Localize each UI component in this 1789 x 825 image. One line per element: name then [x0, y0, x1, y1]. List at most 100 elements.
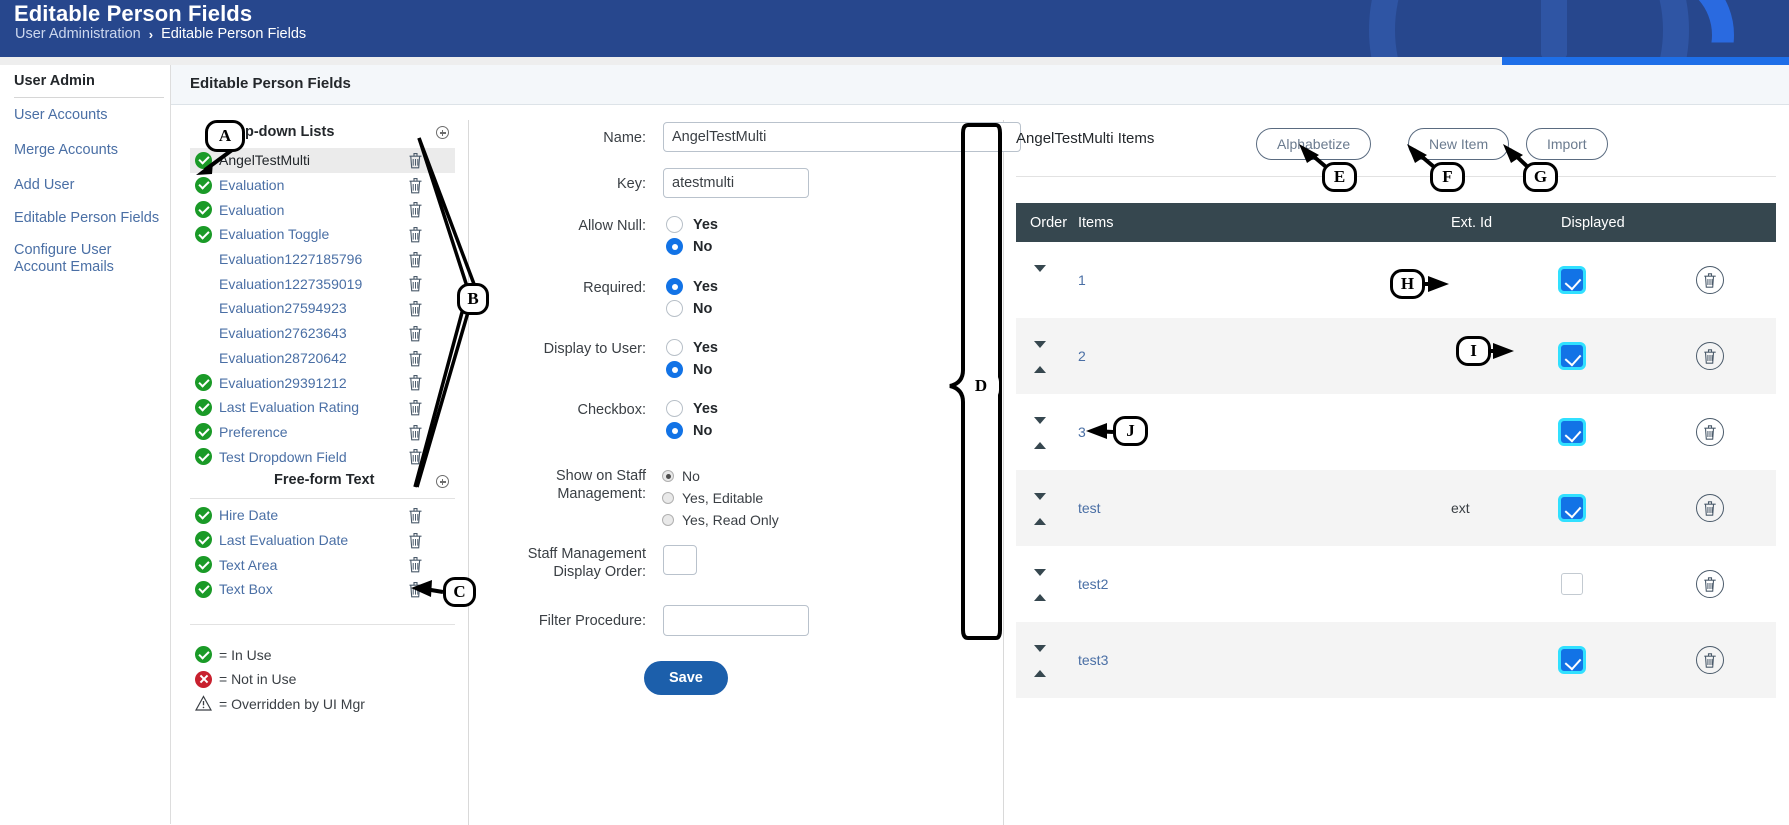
delete-icon[interactable] [408, 448, 423, 465]
displayed-checkbox-checked[interactable] [1561, 649, 1583, 671]
allow-null-yes[interactable]: Yes [666, 216, 718, 233]
delete-icon[interactable] [408, 177, 423, 194]
new-item-button[interactable]: New Item [1408, 128, 1510, 160]
radio-icon-selected [666, 361, 683, 378]
sidebar-item-user-accounts[interactable]: User Accounts [14, 107, 108, 123]
display-to-user-no[interactable]: No [666, 361, 718, 378]
dropdown-list-item[interactable]: Evaluation [190, 197, 455, 222]
dropdown-list-item[interactable]: Preference [190, 420, 455, 445]
freeform-list-item[interactable]: Hire Date [190, 503, 455, 528]
move-down-arrow-icon[interactable] [1034, 417, 1046, 424]
delete-row-icon[interactable] [1696, 266, 1724, 294]
delete-icon[interactable] [408, 325, 423, 342]
move-down-arrow-icon[interactable] [1034, 265, 1046, 272]
dropdown-list-item[interactable]: Evaluation28720642 [190, 346, 455, 371]
delete-icon[interactable] [408, 399, 423, 416]
freeform-list-item[interactable]: Last Evaluation Date [190, 528, 455, 553]
item-name-cell[interactable]: test [1078, 500, 1101, 516]
dropdown-list-item[interactable]: Evaluation29391212 [190, 370, 455, 395]
displayed-checkbox-checked[interactable] [1561, 421, 1583, 443]
display-to-user-yes[interactable]: Yes [666, 339, 718, 356]
delete-icon[interactable] [408, 300, 423, 317]
delete-icon[interactable] [408, 350, 423, 367]
delete-icon[interactable] [408, 226, 423, 243]
name-input[interactable] [663, 122, 1021, 152]
delete-icon[interactable] [408, 507, 423, 524]
freeform-list-item-label: Text Area [219, 556, 278, 573]
dropdown-list-item[interactable]: Evaluation27623643 [190, 321, 455, 346]
filter-procedure-input[interactable] [663, 605, 809, 636]
show-on-staff-yes-readonly[interactable]: Yes, Read Only [662, 512, 779, 528]
show-on-staff-yes-editable[interactable]: Yes, Editable [662, 490, 779, 506]
displayed-checkbox-checked[interactable] [1561, 269, 1583, 291]
delete-icon[interactable] [408, 374, 423, 391]
sort-handle-icon-bottom[interactable] [436, 474, 449, 488]
staff-display-order-row: Staff Management Display Order: [481, 545, 1021, 605]
checkbox-yes[interactable]: Yes [666, 400, 718, 417]
delete-row-icon[interactable] [1696, 494, 1724, 522]
move-up-arrow-icon[interactable] [1034, 594, 1046, 601]
dropdown-list-item-label: Evaluation28720642 [219, 349, 347, 366]
delete-row-icon[interactable] [1696, 646, 1724, 674]
import-button[interactable]: Import [1526, 128, 1608, 160]
callout-g: G [1523, 162, 1558, 192]
sidebar-item-configure-user-account-emails[interactable]: Configure User Account Emails [14, 242, 114, 275]
move-up-arrow-icon[interactable] [1034, 442, 1046, 449]
sidebar-item-add-user[interactable]: Add User [14, 177, 75, 193]
move-down-arrow-icon[interactable] [1034, 645, 1046, 652]
allow-null-no[interactable]: No [666, 238, 718, 255]
displayed-checkbox-unchecked[interactable] [1561, 573, 1583, 595]
delete-row-icon[interactable] [1696, 342, 1724, 370]
dropdown-list-item[interactable]: Evaluation27594923 [190, 296, 455, 321]
dropdown-list-item[interactable]: Evaluation1227185796 [190, 247, 455, 272]
move-down-arrow-icon[interactable] [1034, 341, 1046, 348]
breadcrumb-parent-link[interactable]: User Administration [15, 26, 141, 42]
freeform-list-item[interactable]: Text Area [190, 552, 455, 577]
delete-icon[interactable] [408, 532, 423, 549]
logo-watermark-icon [1369, 0, 1689, 57]
dropdown-list-item[interactable]: Evaluation1227359019 [190, 271, 455, 296]
sidebar-item-editable-person-fields[interactable]: Editable Person Fields [14, 210, 160, 226]
key-input[interactable] [663, 168, 809, 198]
move-down-arrow-icon[interactable] [1034, 493, 1046, 500]
sidebar-item-merge-accounts[interactable]: Merge Accounts [14, 142, 118, 158]
delete-icon[interactable] [408, 581, 423, 598]
delete-row-icon[interactable] [1696, 570, 1724, 598]
dropdown-list-item[interactable]: Last Evaluation Rating [190, 395, 455, 420]
move-up-arrow-icon[interactable] [1034, 670, 1046, 677]
dropdown-list-item[interactable]: Evaluation Toggle [190, 222, 455, 247]
callout-e: E [1322, 162, 1357, 192]
delete-icon[interactable] [408, 275, 423, 292]
displayed-checkbox-checked[interactable] [1561, 497, 1583, 519]
item-name-cell[interactable]: test2 [1078, 576, 1109, 592]
dropdown-list-item[interactable]: AngelTestMulti [190, 148, 455, 173]
item-name-cell[interactable]: 1 [1078, 272, 1086, 288]
delete-icon[interactable] [408, 251, 423, 268]
item-name-cell[interactable]: 3 [1078, 424, 1086, 440]
delete-icon[interactable] [408, 201, 423, 218]
staff-display-order-input[interactable] [663, 545, 697, 575]
required-no[interactable]: No [666, 300, 718, 317]
save-button[interactable]: Save [644, 661, 728, 695]
delete-icon[interactable] [408, 152, 423, 169]
sort-handle-icon-top[interactable] [436, 126, 449, 139]
move-down-arrow-icon[interactable] [1034, 569, 1046, 576]
delete-row-icon[interactable] [1696, 418, 1724, 446]
dropdown-list-item[interactable]: Test Dropdown Field [190, 444, 455, 469]
move-up-arrow-icon[interactable] [1034, 518, 1046, 525]
dropdown-list-item-label: Preference [219, 423, 288, 440]
alphabetize-button[interactable]: Alphabetize [1256, 128, 1372, 160]
checkbox-no[interactable]: No [666, 422, 718, 439]
required-yes[interactable]: Yes [666, 278, 718, 295]
displayed-checkbox-checked[interactable] [1561, 345, 1583, 367]
actions-cell [1696, 622, 1776, 698]
delete-icon[interactable] [408, 556, 423, 573]
freeform-list-item[interactable]: Text Box [190, 577, 455, 602]
item-name-cell[interactable]: 2 [1078, 348, 1086, 364]
dropdown-list-item[interactable]: Evaluation [190, 173, 455, 198]
items-panel-title: AngelTestMulti Items [1016, 130, 1155, 147]
item-name-cell[interactable]: test3 [1078, 652, 1109, 668]
show-on-staff-no[interactable]: No [662, 468, 779, 484]
move-up-arrow-icon[interactable] [1034, 366, 1046, 373]
delete-icon[interactable] [408, 424, 423, 441]
